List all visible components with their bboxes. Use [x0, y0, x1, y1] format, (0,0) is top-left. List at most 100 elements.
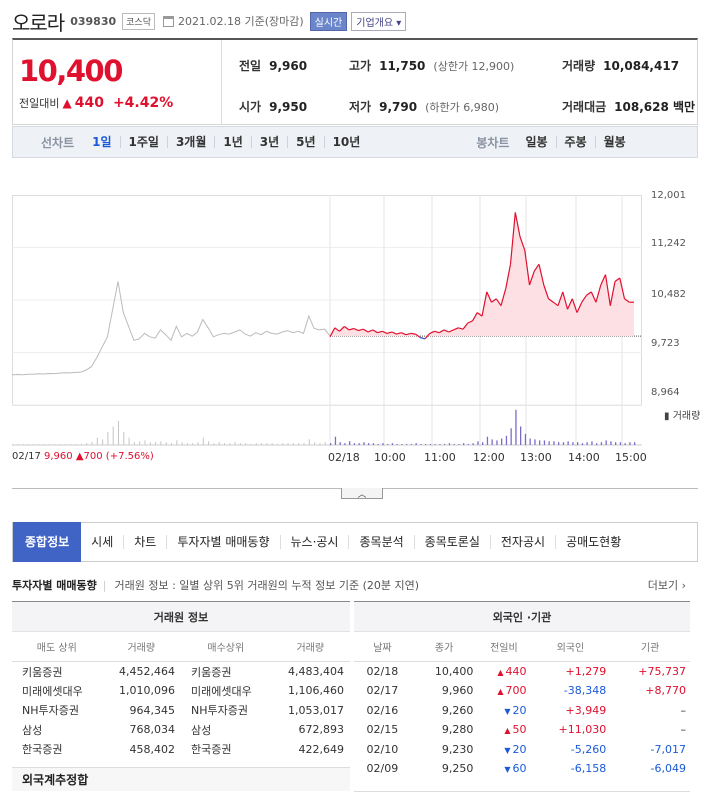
price-line-segment — [339, 325, 345, 332]
tab-overview[interactable]: 종합정보 — [13, 522, 82, 562]
volume-bar — [298, 443, 300, 446]
x-tick-label: 13:00 — [520, 451, 552, 464]
tab-disclosure[interactable]: 전자공시 — [489, 535, 555, 549]
period-1w[interactable]: 1주일 — [119, 136, 167, 148]
stock-header: 오로라 039830 코스닥 2021.02.18 기준(장마감) 실시간 기업… — [12, 8, 407, 35]
period-1d[interactable]: 1일 — [92, 135, 112, 149]
col-foreign: 외국인 — [530, 631, 611, 662]
volume-bar — [629, 442, 631, 445]
period-10y[interactable]: 10년 — [323, 136, 369, 148]
volume-bar — [372, 443, 375, 446]
y-tick-label: 10,482 — [651, 289, 686, 300]
volume-bar — [165, 442, 167, 445]
volume-bar — [396, 444, 398, 445]
period-5y[interactable]: 5년 — [287, 136, 323, 148]
candle-monthly[interactable]: 월봉 — [594, 136, 634, 148]
candle-weekly[interactable]: 주봉 — [555, 136, 595, 148]
date: 02/16 — [366, 703, 399, 717]
volume-bar — [102, 439, 104, 445]
price-line-segment — [334, 327, 340, 332]
company-overview-dropdown[interactable]: 기업개요 ▾ — [351, 11, 407, 31]
col-date: 날짜 — [354, 631, 411, 662]
period-1y[interactable]: 1년 — [214, 136, 250, 148]
change: 60 — [477, 759, 530, 779]
table-bottom-line — [354, 791, 690, 792]
x-tick-label: 12:00 — [473, 451, 505, 464]
volume-bar — [429, 444, 432, 445]
price-line-segment — [528, 270, 535, 286]
price-line-segment — [415, 333, 421, 338]
volume-bar — [27, 444, 29, 445]
price-line-segment — [524, 250, 531, 286]
x-tick-label: 14:00 — [568, 451, 600, 464]
tab-chart[interactable]: 차트 — [123, 535, 166, 549]
close: 9,260 — [441, 703, 474, 717]
price-line-segment — [377, 330, 383, 334]
x-tick-label: 11:00 — [424, 451, 456, 464]
volume-bar — [439, 444, 441, 445]
broker-table: 거래원 정보 매도 상위 거래량 매수상위 거래량 키움증권 4,452,464 키… — [12, 601, 350, 759]
volume-bar — [434, 444, 436, 445]
volume-bar — [410, 444, 413, 445]
prev-close-value: 9,960 — [269, 59, 308, 73]
volume-bar — [250, 444, 252, 445]
col-institution: 기관 — [610, 631, 690, 662]
tab-news[interactable]: 뉴스·공시 — [279, 535, 349, 549]
volume-bar — [505, 435, 508, 446]
volume-bar — [510, 428, 512, 445]
volume-bar — [600, 442, 603, 445]
table-row: 02/15 9,28050 +11,030 – — [354, 720, 690, 740]
col-sell-top: 매도 상위 — [12, 631, 102, 662]
period-3y[interactable]: 3년 — [250, 136, 287, 148]
col-buy-volume: 거래량 — [270, 631, 350, 662]
tab-analysis[interactable]: 종목분석 — [348, 535, 413, 549]
candle-daily[interactable]: 일봉 — [525, 135, 548, 149]
period-3m[interactable]: 3개월 — [166, 136, 214, 148]
price-line-segment — [614, 277, 621, 282]
price-line-segment — [557, 291, 564, 306]
col-buy-top: 매수상위 — [180, 631, 271, 662]
tab-short-selling[interactable]: 공매도현황 — [555, 535, 631, 549]
tab-investor-trading[interactable]: 투자자별 매매동향 — [166, 535, 279, 549]
table-row: 02/18 10,400440 +1,279 +75,737 — [354, 662, 690, 682]
price-line-segment — [491, 298, 497, 303]
trade-amount: 거래대금 108,628 백만 — [562, 98, 695, 115]
price-line-segment — [362, 328, 369, 333]
volume-bar — [38, 444, 40, 445]
collapse-chart-button[interactable]: ︿ — [341, 488, 383, 500]
y-tick-label: 11,242 — [651, 238, 686, 249]
volume-bar — [562, 442, 565, 445]
realtime-button[interactable]: 실시간 — [309, 11, 348, 31]
change: 700 — [477, 681, 530, 701]
x-tick-label: 02/18 — [328, 451, 360, 464]
sell-broker: NH투자증권 — [22, 704, 79, 718]
volume-bar — [314, 442, 316, 445]
foreign-net: -38,348 — [563, 684, 607, 698]
institution-net: -7,017 — [650, 742, 686, 756]
trade-amount-value: 108,628 백만 — [614, 100, 696, 114]
price-line-segment — [382, 330, 388, 334]
volume-bar — [112, 426, 114, 445]
volume-bar — [406, 444, 408, 445]
tab-quotes[interactable]: 시세 — [91, 535, 114, 549]
price-line-segment — [367, 329, 374, 333]
y-tick-label: 8,964 — [651, 387, 680, 398]
volume-value: 10,084,417 — [603, 59, 680, 73]
volume-bar — [420, 444, 422, 445]
tab-discussion[interactable]: 종목토론실 — [413, 535, 490, 549]
volume-bar — [202, 437, 204, 445]
volume-bar — [391, 443, 394, 446]
volume-bar — [208, 441, 210, 445]
volume-bar — [155, 442, 157, 445]
volume-bar — [401, 444, 403, 445]
current-price: 10,400 — [19, 54, 123, 88]
calendar-icon — [162, 15, 174, 27]
prev-day-price-line — [12, 281, 331, 376]
price-line-segment — [533, 263, 540, 272]
foreign-net: +3,949 — [565, 703, 607, 717]
volume-bar — [591, 441, 593, 445]
price-line-segment — [619, 277, 626, 299]
price-line-segment — [609, 281, 616, 306]
buy-volume: 1,053,017 — [288, 703, 344, 717]
more-link[interactable]: 더보기 › — [647, 579, 686, 592]
